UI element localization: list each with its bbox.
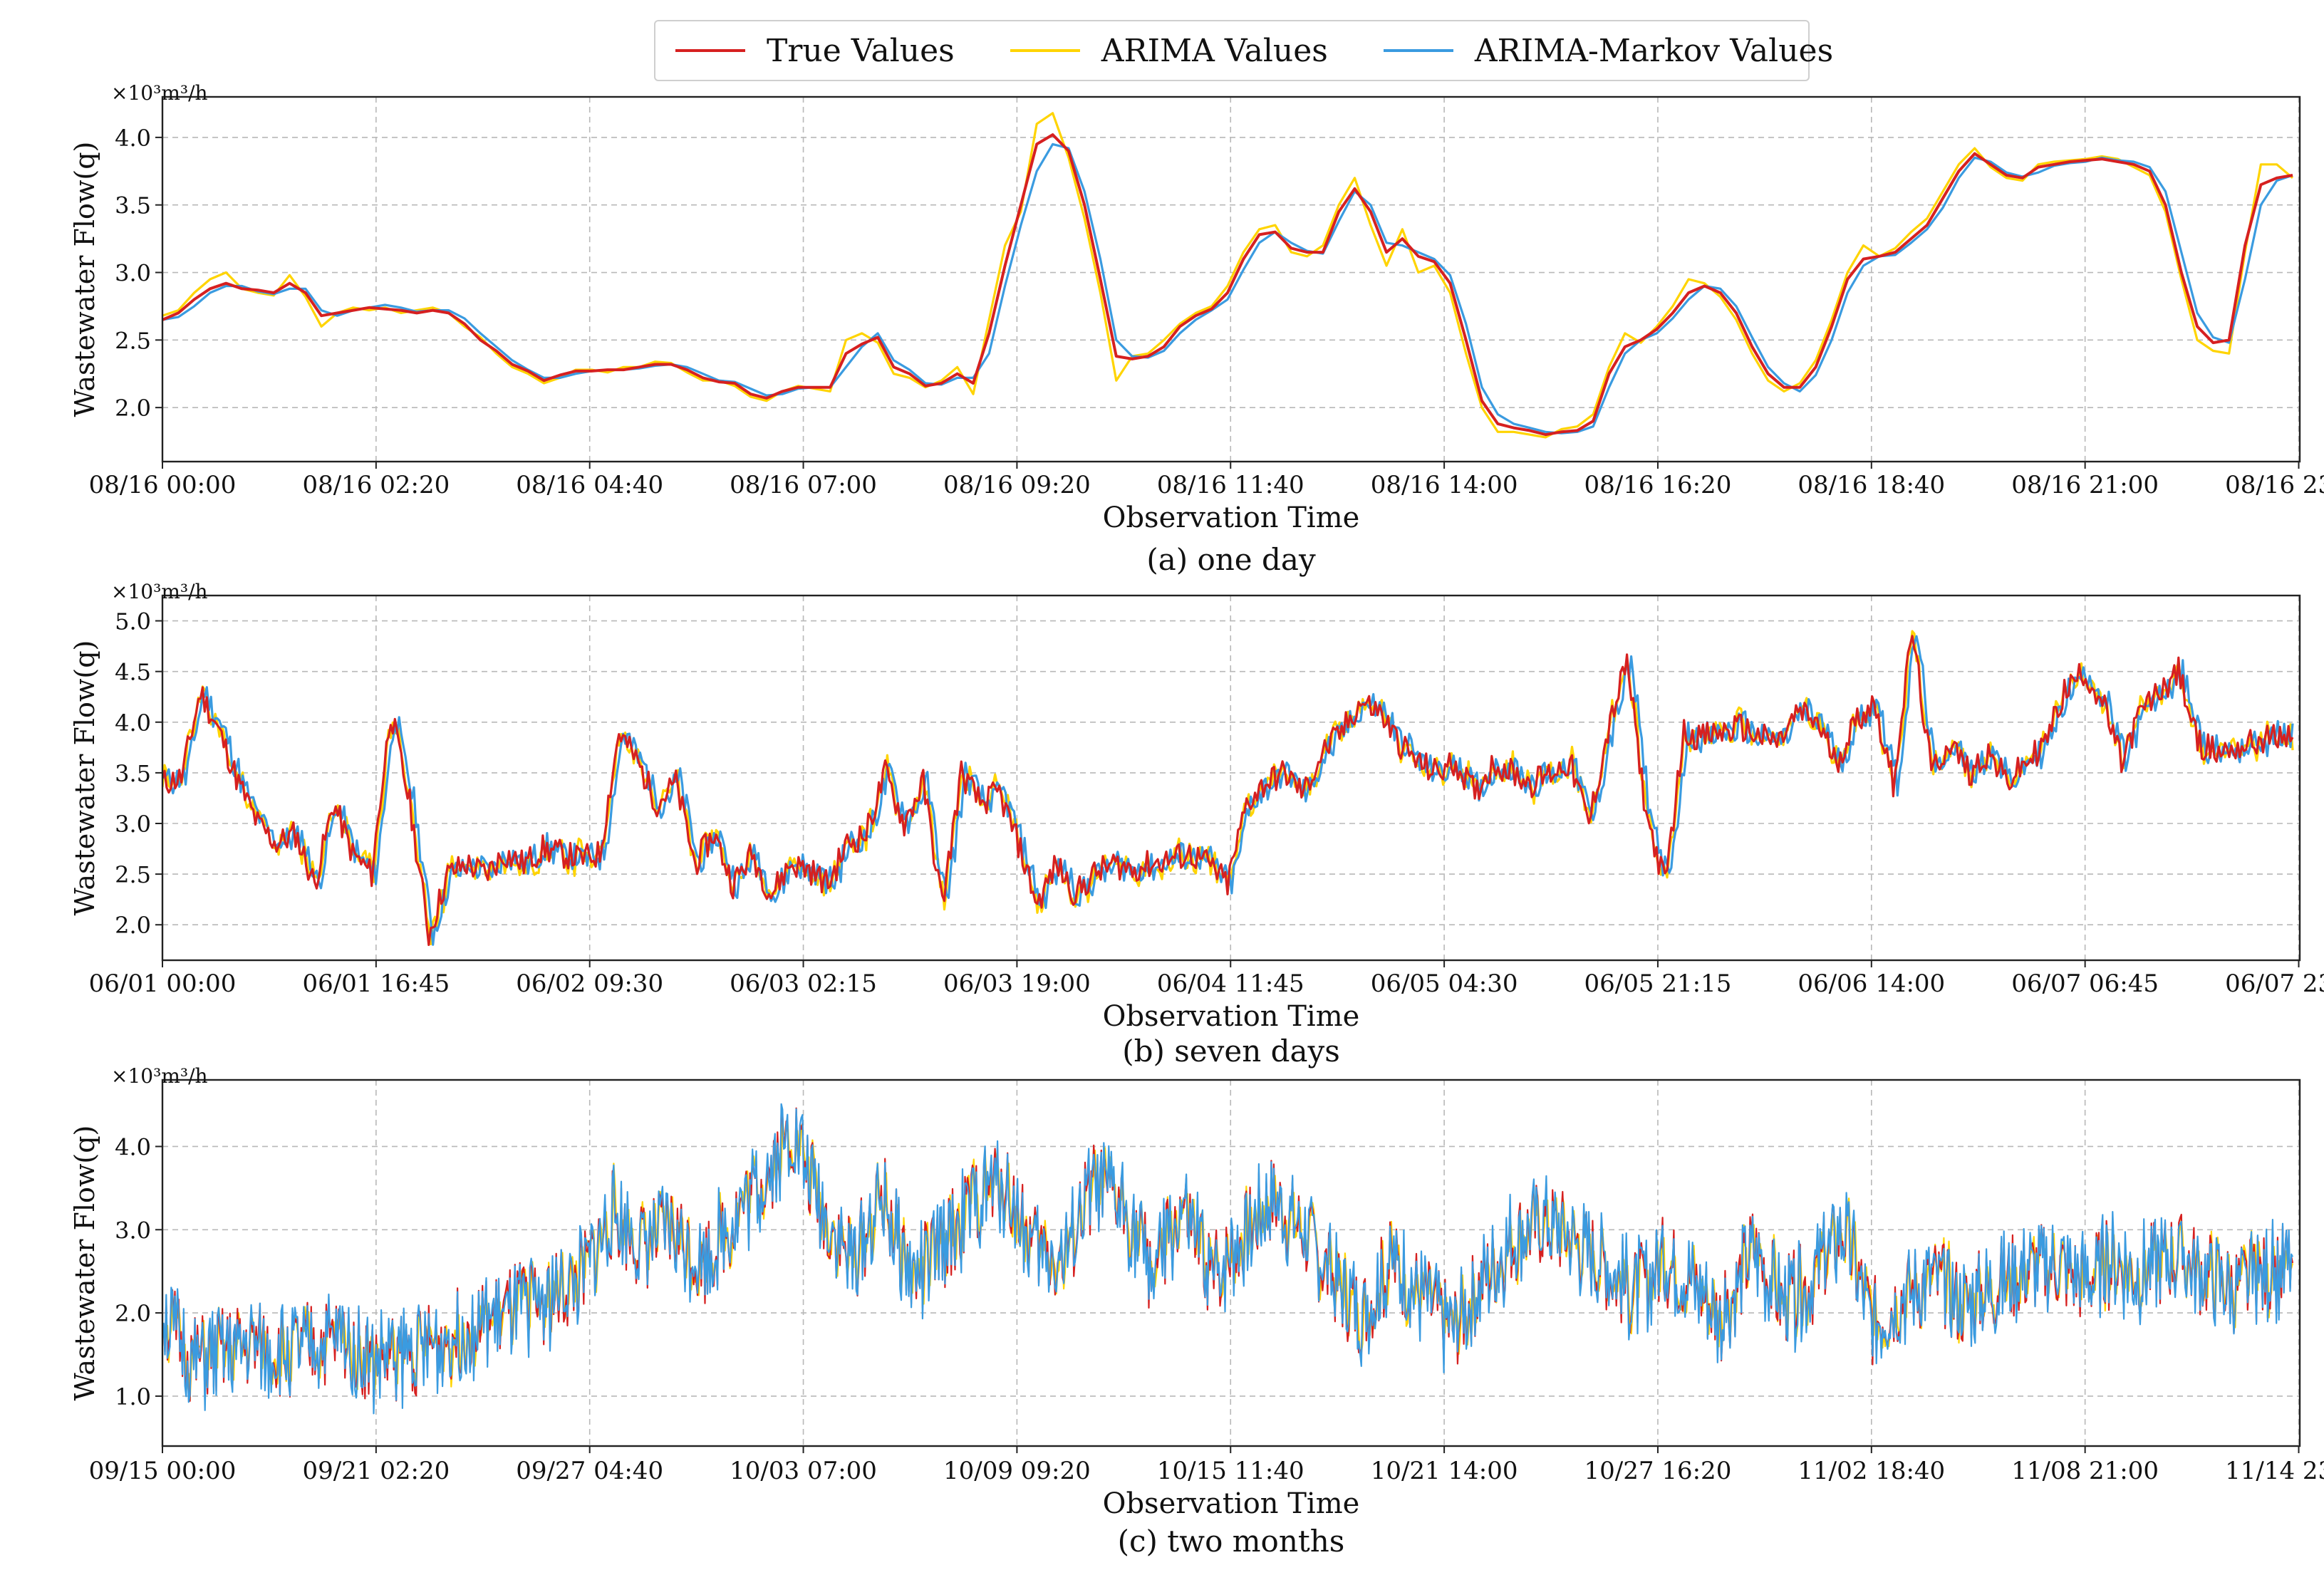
x-tick-label: 10/09 09:20	[943, 1457, 1091, 1485]
legend-swatch-arima	[1010, 49, 1080, 52]
x-tick-label: 06/04 11:45	[1157, 969, 1304, 998]
legend-label-markov: ARIMA-Markov Values	[1474, 32, 1834, 69]
y-tick-label: 2.0	[115, 912, 151, 939]
y-tick-label: 4.0	[115, 1133, 151, 1160]
panel-caption: (a) one day	[1146, 542, 1316, 577]
legend-swatch-markov	[1383, 49, 1453, 52]
y-tick-label: 4.5	[115, 659, 151, 686]
unit-label: ×10³m³/h	[111, 580, 208, 603]
plot-frame	[161, 1078, 2301, 1447]
x-tick-label: 08/16 16:20	[1584, 471, 1732, 499]
x-tick-label: 10/27 16:20	[1584, 1457, 1732, 1485]
legend: True Values ARIMA Values ARIMA-Markov Va…	[654, 20, 1833, 81]
x-tick-label: 09/15 00:00	[89, 1457, 237, 1485]
x-tick-label: 08/16 18:40	[1798, 471, 1945, 499]
y-tick-label: 2.0	[115, 395, 151, 422]
y-tick-label: 2.5	[115, 861, 151, 888]
x-tick-label: 10/15 11:40	[1157, 1457, 1304, 1485]
y-axis-label: Wastewater Flow(q)	[69, 142, 100, 417]
panel-1: 2.0 2.5 3.0 3.5 4.0 08/16 00:00 08/16 02:20 08/…	[69, 81, 2324, 577]
y-tick-label: 5.0	[115, 608, 151, 635]
series-line-true	[162, 133, 2293, 437]
x-tick-label: 06/07 23:30	[2225, 969, 2324, 998]
x-tick-label: 09/27 04:40	[516, 1457, 663, 1485]
panel-3: 1.0 2.0 3.0 4.0 09/15 00:00 09/21 02:20 09/27 …	[69, 1064, 2324, 1559]
x-tick-label: 06/05 04:30	[1371, 969, 1518, 998]
legend-label-true: True Values	[767, 32, 955, 69]
series-line-markov	[162, 635, 2294, 946]
series-line-arima	[162, 112, 2294, 439]
x-axis-label: Observation Time	[1103, 1487, 1360, 1520]
y-tick-label: 2.5	[115, 327, 151, 354]
panel-caption: (c) two months	[1118, 1524, 1345, 1559]
y-tick-label: 4.0	[115, 125, 151, 152]
x-tick-label: 08/16 02:20	[302, 471, 450, 499]
legend-swatch-true	[675, 49, 745, 52]
x-tick-label: 11/08 21:00	[2011, 1457, 2159, 1485]
y-tick-label: 3.5	[115, 760, 151, 787]
panel-2: 2.0 2.5 3.0 3.5 4.0 4.5 5.0 06/01 00:00 06/01 16…	[69, 580, 2324, 1069]
x-tick-label: 08/16 14:00	[1371, 471, 1518, 499]
plot-frame	[161, 594, 2301, 962]
series-line-markov	[162, 142, 2293, 435]
x-tick-label: 06/07 06:45	[2011, 969, 2159, 998]
panel-caption: (b) seven days	[1122, 1034, 1340, 1069]
x-tick-label: 10/03 07:00	[730, 1457, 877, 1485]
y-axis-label: Wastewater Flow(q)	[69, 1125, 100, 1401]
x-tick-label: 08/16 23:20	[2225, 471, 2324, 499]
legend-item-true: True Values	[675, 33, 955, 69]
x-tick-label: 06/02 09:30	[516, 969, 663, 998]
y-tick-label: 4.0	[115, 709, 151, 737]
x-tick-label: 06/01 00:00	[89, 969, 237, 998]
x-tick-label: 06/06 14:00	[1798, 969, 1945, 998]
legend-label-arima: ARIMA Values	[1101, 32, 1328, 69]
plot-frame	[161, 95, 2301, 463]
series-line-arima	[162, 630, 2294, 945]
x-tick-label: 09/21 02:20	[302, 1457, 450, 1485]
y-tick-label: 3.0	[115, 811, 151, 838]
y-tick-label: 3.5	[115, 192, 151, 219]
unit-label: ×10³m³/h	[111, 81, 208, 105]
x-tick-label: 06/01 16:45	[302, 969, 450, 998]
series-line-true	[162, 635, 2294, 946]
x-tick-label: 08/16 00:00	[89, 471, 237, 499]
x-tick-label: 08/16 04:40	[516, 471, 663, 499]
x-tick-label: 08/16 11:40	[1157, 471, 1304, 499]
y-tick-label: 3.0	[115, 1217, 151, 1244]
x-axis-label: Observation Time	[1103, 501, 1360, 534]
x-tick-label: 06/03 19:00	[943, 969, 1091, 998]
x-axis-label: Observation Time	[1103, 1000, 1360, 1033]
x-tick-label: 11/02 18:40	[1798, 1457, 1945, 1485]
x-tick-label: 08/16 09:20	[943, 471, 1091, 499]
unit-label: ×10³m³/h	[111, 1064, 208, 1088]
x-tick-label: 11/14 23:20	[2225, 1457, 2324, 1485]
x-tick-label: 10/21 14:00	[1371, 1457, 1518, 1485]
x-tick-label: 06/05 21:15	[1584, 969, 1732, 998]
legend-item-markov: ARIMA-Markov Values	[1383, 32, 1834, 69]
y-tick-label: 3.0	[115, 260, 151, 287]
x-tick-label: 08/16 21:00	[2011, 471, 2159, 499]
legend-item-arima: ARIMA Values	[1010, 33, 1328, 69]
y-axis-label: Wastewater Flow(q)	[69, 640, 100, 916]
y-tick-label: 1.0	[115, 1383, 151, 1410]
series-line-markov	[162, 1103, 2293, 1415]
y-tick-label: 2.0	[115, 1300, 151, 1327]
x-tick-label: 08/16 07:00	[730, 471, 877, 499]
x-tick-label: 06/03 02:15	[730, 969, 877, 998]
